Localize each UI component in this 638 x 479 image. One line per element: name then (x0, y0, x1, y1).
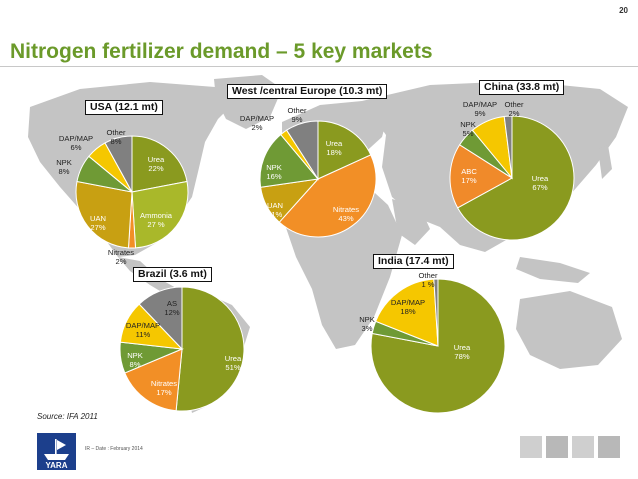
pie-slice-india-other (433, 278, 439, 347)
pie-chart-brazil: Urea 51% Nitrates 17% NPK 8% DAP/MAP 11% AS 12% (119, 286, 245, 412)
data-label-usa-dapmap: DAP/MAP 6% (59, 134, 93, 152)
pie-slice-usa-uan (75, 180, 133, 249)
pie-slice-brazil-nitrates (124, 348, 183, 412)
chart-title-china: China (33.8 mt) (479, 80, 565, 95)
logo-text: YARA (46, 461, 68, 470)
page-number: 20 (619, 6, 628, 15)
data-label-usa-uan: UAN 27% (90, 214, 106, 232)
data-label-usa-urea: Urea 22% (148, 155, 165, 173)
nav-box (520, 436, 542, 458)
chart-title-india: India (17.4 mt) (373, 254, 454, 269)
pie-slice-china-abc (449, 144, 513, 209)
pie-slice-europe-urea (317, 120, 372, 180)
data-label-brazil-npk: NPK 8% (127, 351, 143, 369)
nav-box (598, 436, 620, 458)
pie-slice-usa-other (104, 135, 133, 193)
pie-chart-europe: Urea 18% Nitrates 43% UAN 11% NPK 16% DAP/MAP 2% O… (240, 106, 377, 238)
pie-chart-india: Urea 78% NPK 3% DAP/MAP 18% Other 1 % (359, 271, 506, 414)
data-label-europe-uan: UAN 11% (267, 201, 283, 219)
data-label-brazil-urea: Urea 51% (225, 354, 242, 372)
chart-title-usa: USA (12.1 mt) (85, 100, 163, 115)
chart-title-brazil: Brazil (3.6 mt) (133, 267, 212, 282)
pie-slice-india-dapmap (375, 278, 439, 347)
pie-slice-brazil-urea (175, 286, 245, 412)
pie-slice-brazil-as (138, 286, 183, 351)
pie-slice-usa-urea (131, 135, 188, 193)
data-label-brazil-dapmap: DAP/MAP 11% (126, 321, 160, 339)
data-label-europe-nitrates: Nitrates 43% (333, 205, 359, 223)
nav-box (572, 436, 594, 458)
data-label-usa-nitrates: Nitrates 2% (108, 248, 134, 266)
data-label-china-urea: Urea 67% (532, 174, 549, 192)
data-label-china-abc: ABC 17% (461, 167, 477, 185)
data-label-china-other: Other 2% (505, 100, 524, 118)
footer-date: IR – Date : February 2014 (85, 446, 143, 452)
data-label-china-dapmap: DAP/MAP 9% (463, 100, 497, 118)
data-label-europe-dapmap: DAP/MAP 2% (240, 114, 274, 132)
pie-slice-europe-nitrates (278, 154, 377, 238)
pie-slice-china-urea (456, 115, 575, 241)
nav-box (546, 436, 568, 458)
data-label-china-npk: NPK 5% (460, 120, 476, 138)
data-label-brazil-nitrates: Nitrates 17% (151, 379, 177, 397)
chart-title-europe: West /central Europe (10.3 mt) (227, 84, 388, 99)
pie-slice-china-other (503, 115, 513, 179)
data-label-brazil-as: AS 12% (164, 299, 179, 317)
pie-slice-india-urea (370, 278, 506, 414)
pie-chart-china: Urea 67% ABC 17% NPK 5% DAP/MAP 9% Other 2% (449, 100, 575, 241)
data-label-india-urea: Urea 78% (454, 343, 471, 361)
yara-viking-ship-logo: YARA (37, 433, 76, 470)
data-label-europe-urea: Urea 18% (326, 139, 343, 157)
pie-chart-usa: Urea 22% Ammonia 27 % Nitrates 2%UAN 27% NPK 8% D… (56, 128, 189, 266)
data-label-usa-npk: NPK 8% (56, 158, 72, 176)
pie-slice-europe-other (285, 120, 319, 181)
page-title: Nitrogen fertilizer demand – 5 key marke… (10, 40, 433, 63)
data-label-india-npk: NPK 3% (359, 315, 375, 333)
data-label-europe-npk: NPK 16% (266, 163, 282, 181)
data-label-usa-ammonia: Ammonia 27 % (140, 211, 173, 229)
title-divider (0, 66, 638, 67)
data-label-usa-other: Other 8% (107, 128, 126, 146)
pie-slice-usa-ammonia (131, 180, 189, 249)
data-label-europe-other: Other 9% (288, 106, 307, 124)
source-note: Source: IFA 2011 (37, 412, 98, 421)
data-label-india-other: Other 1 % (419, 271, 438, 289)
data-label-india-dapmap: DAP/MAP 18% (391, 298, 425, 316)
pie-slice-europe-npk (259, 133, 319, 188)
